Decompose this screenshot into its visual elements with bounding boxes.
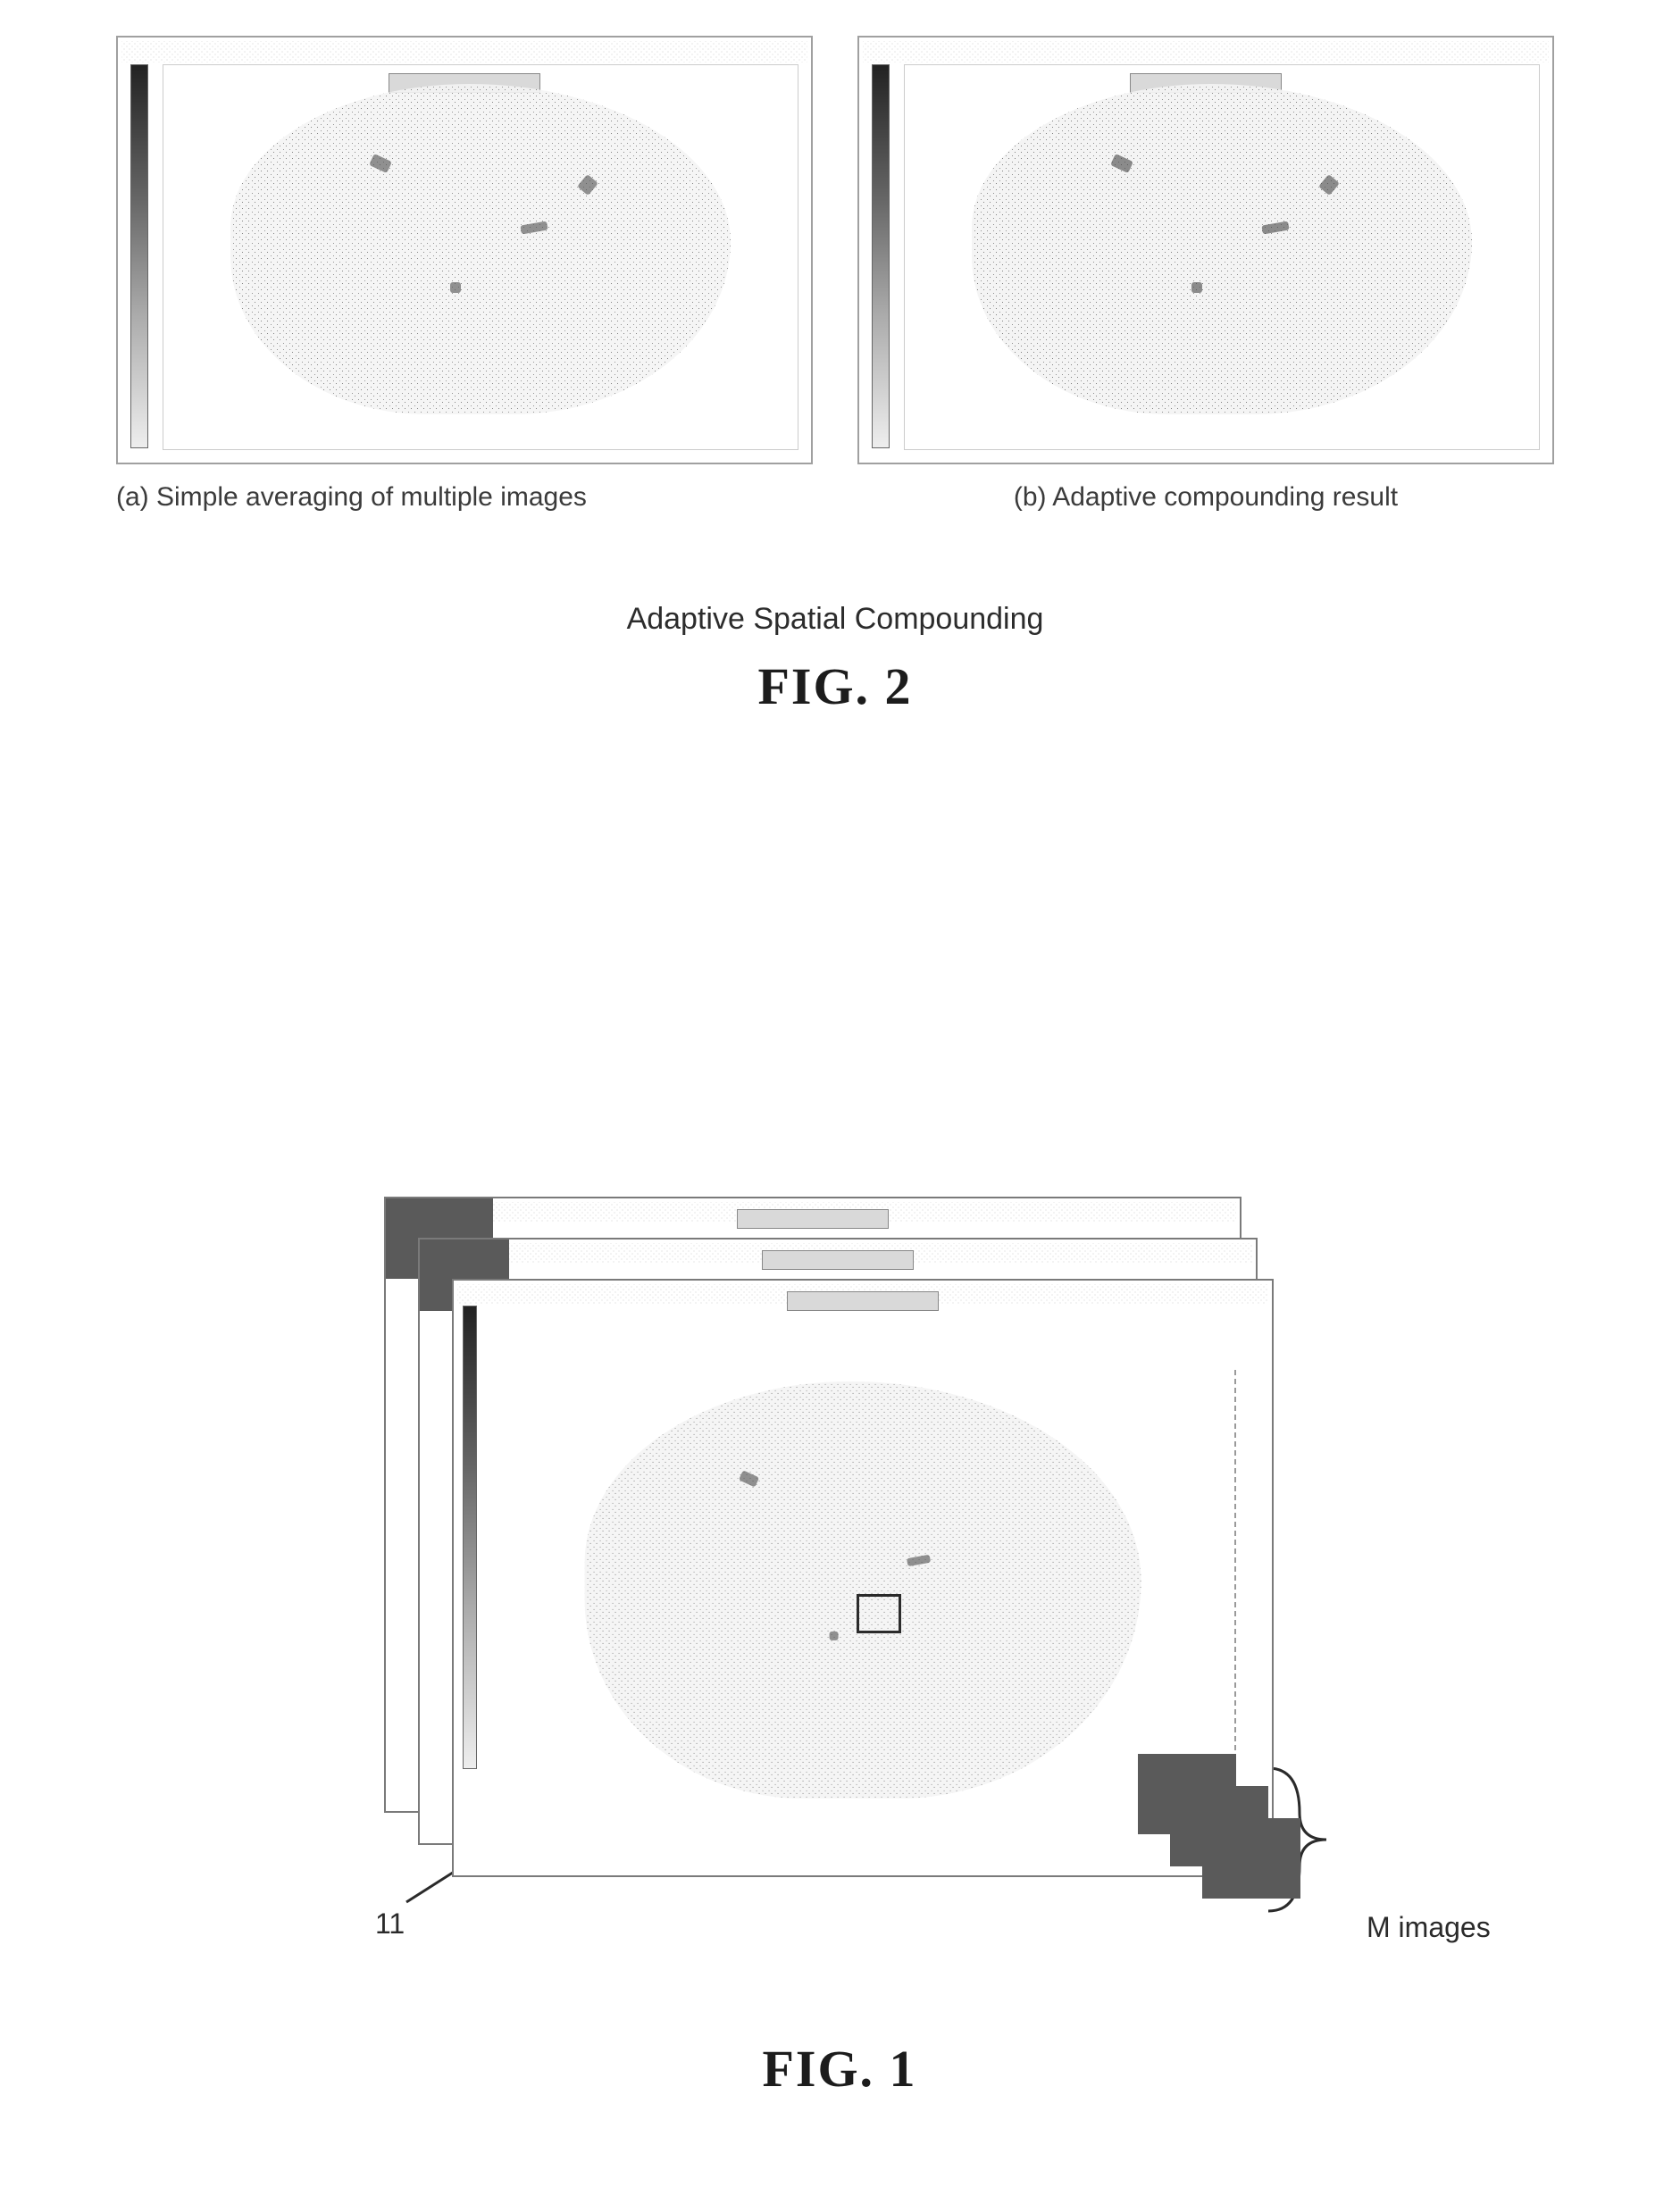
legend-chip: [737, 1209, 889, 1229]
fig-1: 11 M images FIG. 1: [384, 1197, 1295, 1893]
speckle: [369, 154, 392, 173]
plot-frame-b: [857, 36, 1554, 464]
colorbar-b: [872, 64, 890, 448]
legend-chip: [787, 1291, 939, 1311]
legend-chip: [762, 1250, 914, 1270]
fig-1-label: FIG. 1: [762, 2039, 916, 2099]
fig-2-panel-pair: (a) Simple averaging of multiple images: [116, 36, 1554, 513]
image-stack: 11 M images FIG. 1: [384, 1197, 1295, 1893]
fig-2-label: FIG. 2: [116, 656, 1554, 716]
fig-2: (a) Simple averaging of multiple images: [116, 36, 1554, 716]
speckle: [907, 1555, 931, 1566]
speckle: [1110, 154, 1133, 173]
ultrasound-blob: [585, 1381, 1141, 1798]
m-images-label: M images: [1367, 1911, 1491, 1944]
speckle: [739, 1470, 759, 1487]
axis-top-stipple: [863, 41, 1549, 63]
speckle: [1261, 221, 1289, 234]
colorbar: [463, 1306, 477, 1769]
plot-area-b: [904, 64, 1540, 450]
fig-2-caption-b: (b) Adaptive compounding result: [857, 482, 1554, 513]
shade-block: [1138, 1754, 1236, 1834]
ultrasound-blob-b: [972, 84, 1472, 414]
fig-2-panel-b: (b) Adaptive compounding result: [857, 36, 1554, 513]
fig-2-panel-a: (a) Simple averaging of multiple images: [116, 36, 813, 513]
axis-top-stipple: [121, 41, 807, 63]
ref-11: 11: [375, 1907, 405, 1941]
speckle: [1318, 174, 1340, 196]
speckle: [450, 282, 461, 293]
speckle: [1191, 282, 1202, 293]
colorbar-a: [130, 64, 148, 448]
speckle: [830, 1632, 839, 1640]
plot-area-a: [163, 64, 798, 450]
roi-box: [857, 1594, 901, 1633]
fig-2-caption-a: (a) Simple averaging of multiple images: [116, 482, 813, 513]
fig-2-title: Adaptive Spatial Compounding: [116, 602, 1554, 637]
plot-frame-a: [116, 36, 813, 464]
ultrasound-blob-a: [230, 84, 731, 414]
speckle: [577, 174, 598, 196]
speckle: [520, 221, 548, 234]
